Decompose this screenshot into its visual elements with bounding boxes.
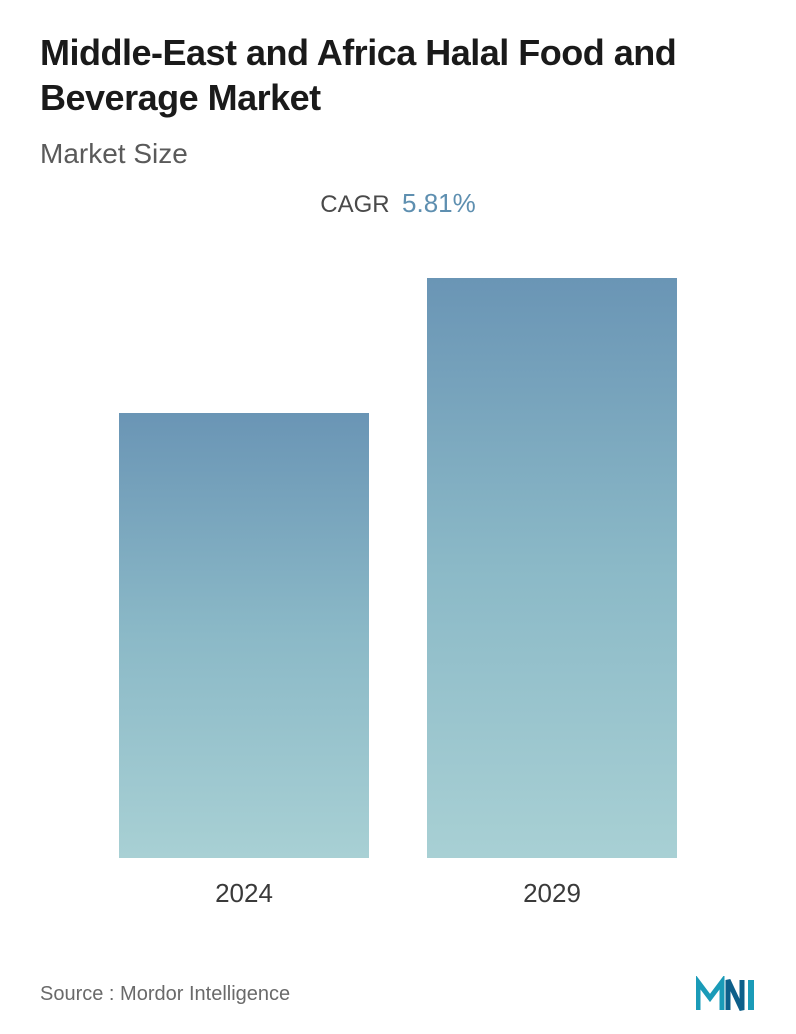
chart-title: Middle-East and Africa Halal Food and Be… (40, 30, 756, 120)
bar-label-1: 2029 (523, 878, 581, 909)
source-label: Source : (40, 983, 114, 1005)
bar-group-0: 2024 (104, 413, 384, 909)
cagr-row: CAGR 5.81% (40, 188, 756, 219)
bar-2024 (119, 413, 369, 858)
source-text: Source : Mordor Intelligence (40, 983, 290, 1006)
cagr-label: CAGR (320, 191, 389, 218)
bar-group-1: 2029 (412, 278, 692, 909)
chart-footer: Source : Mordor Intelligence (40, 976, 756, 1012)
mordor-logo-icon (696, 976, 756, 1012)
bar-label-0: 2024 (215, 878, 273, 909)
chart-subtitle: Market Size (40, 138, 756, 170)
cagr-value: 5.81% (402, 188, 476, 218)
source-name: Mordor Intelligence (120, 983, 290, 1005)
bar-chart: 2024 2029 (40, 279, 756, 909)
bar-2029 (427, 278, 677, 858)
